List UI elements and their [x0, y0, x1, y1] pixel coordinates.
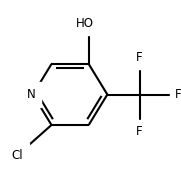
Text: F: F [136, 125, 143, 138]
Text: F: F [175, 88, 181, 101]
Text: Cl: Cl [12, 149, 23, 162]
Text: F: F [136, 51, 143, 64]
Text: HO: HO [76, 17, 94, 30]
Text: N: N [27, 88, 35, 101]
